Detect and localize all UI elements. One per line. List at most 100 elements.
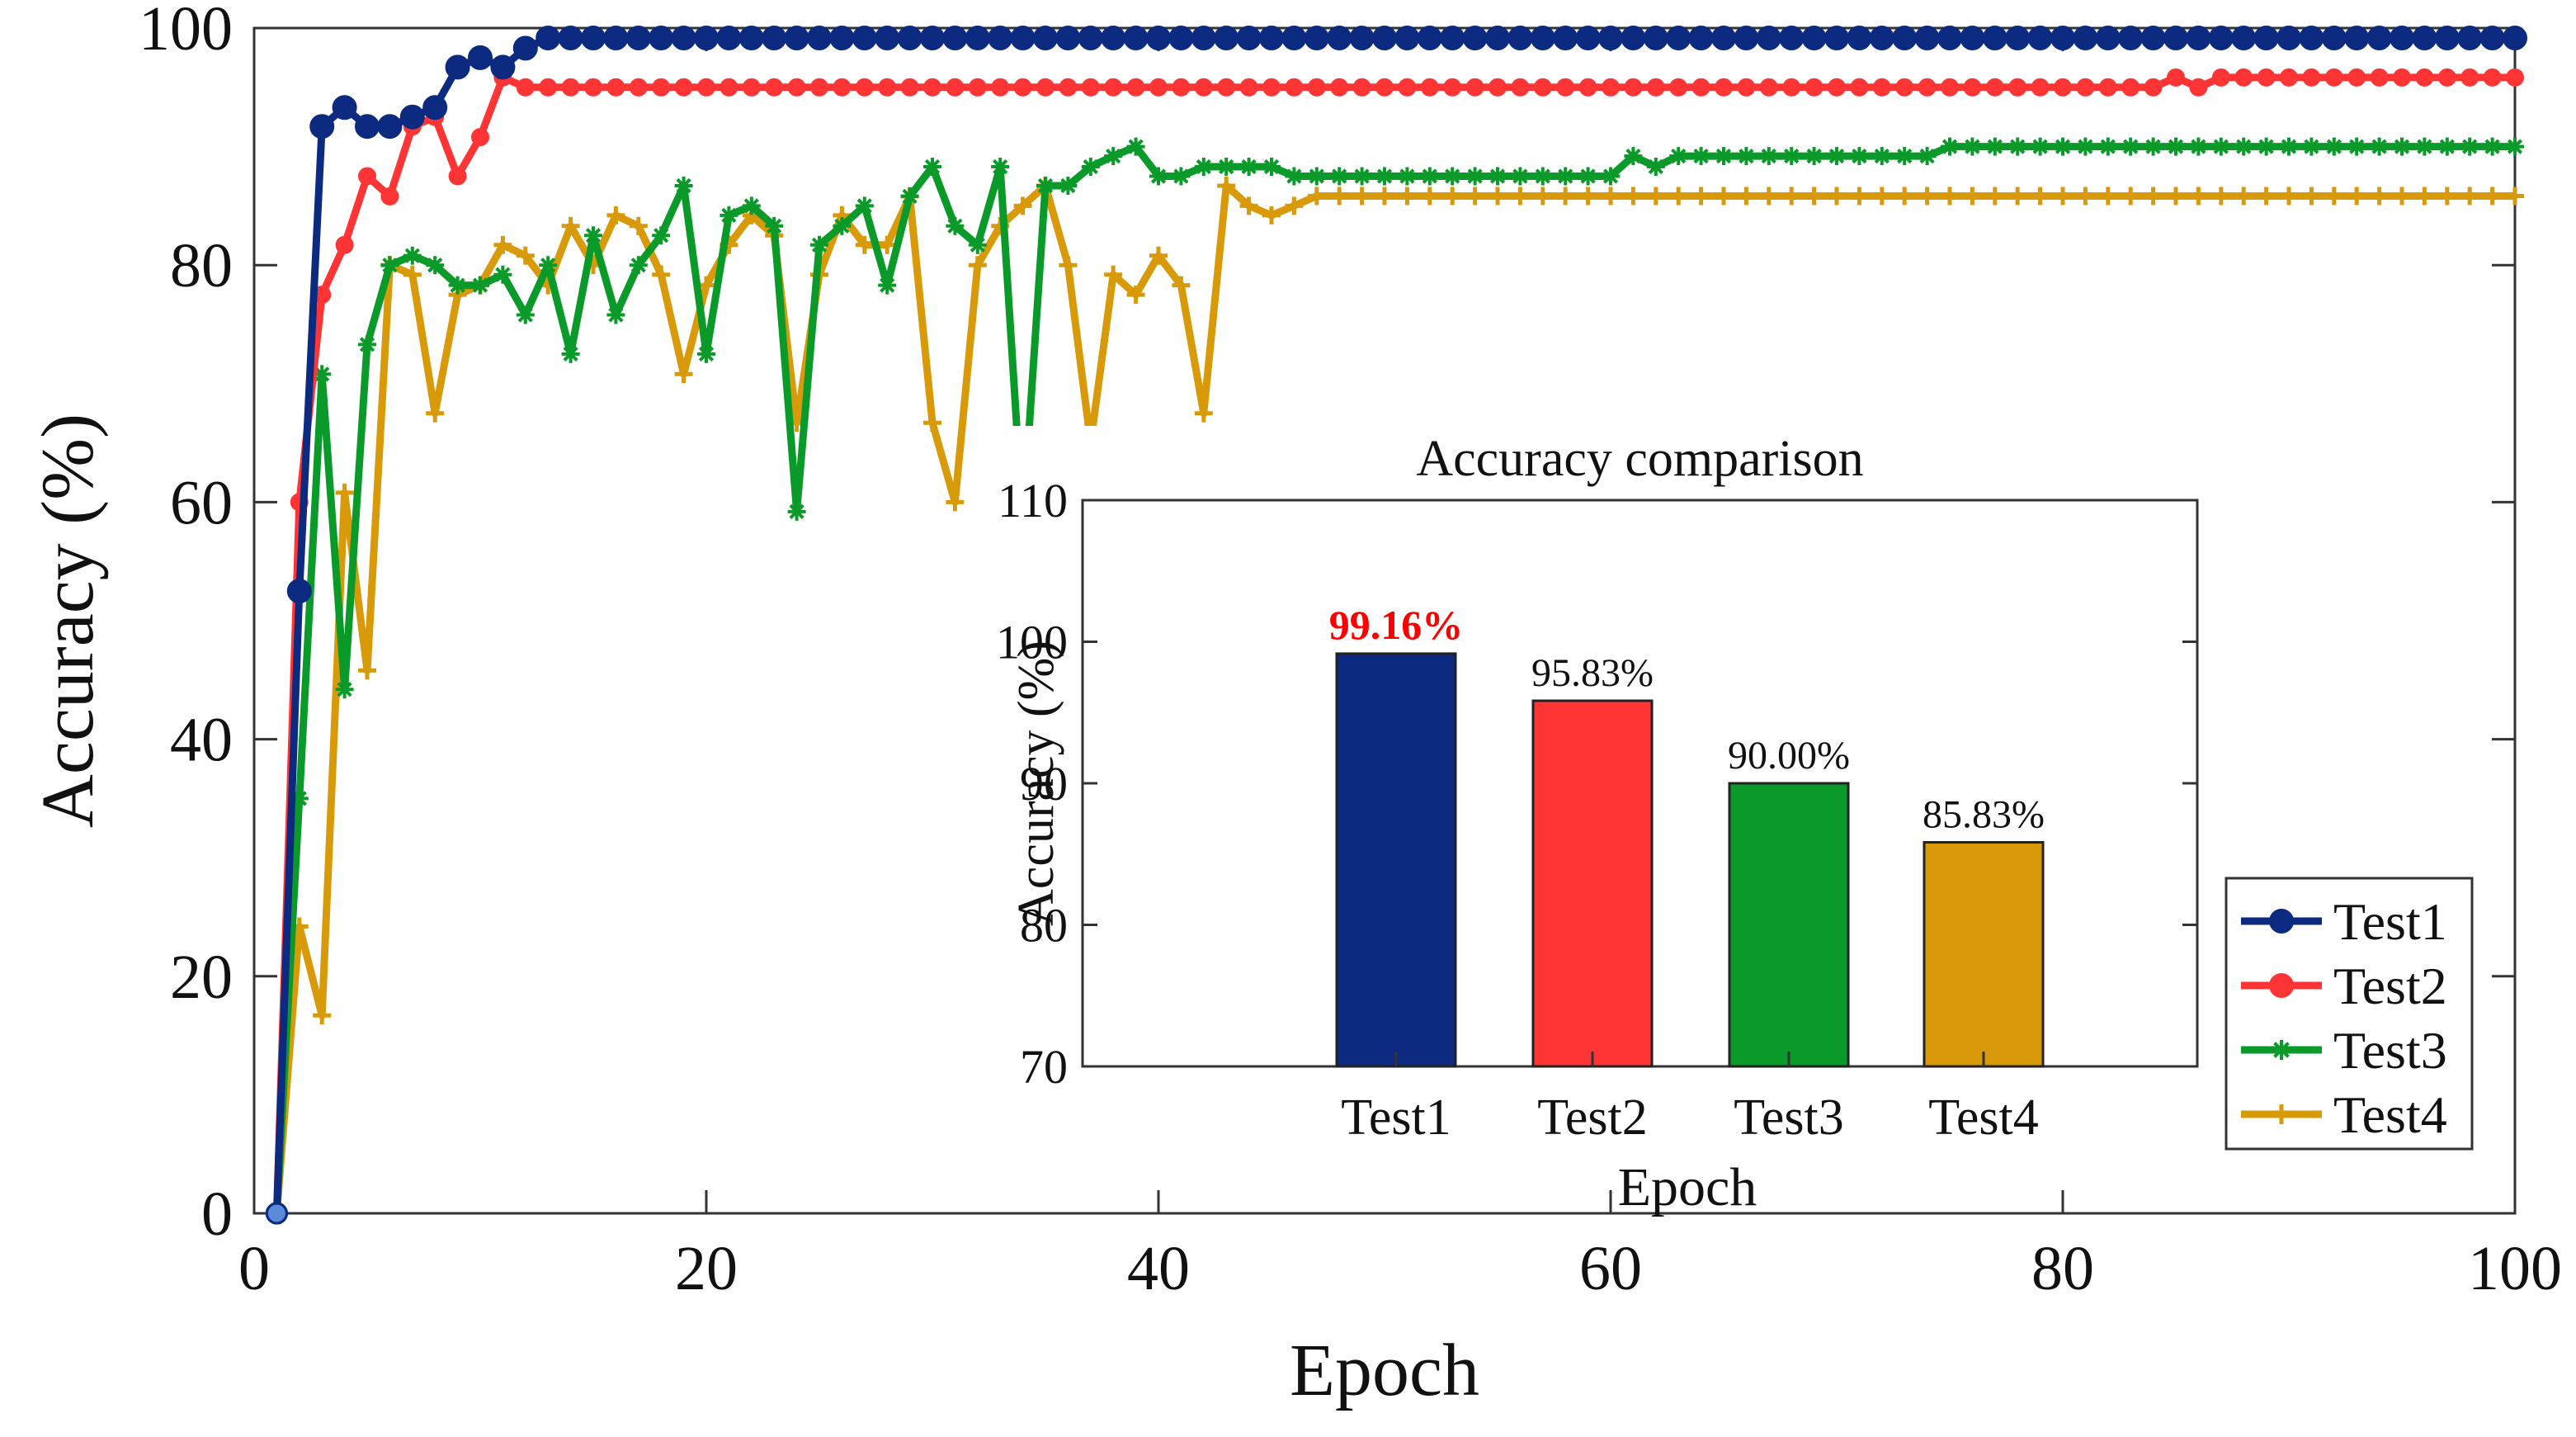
x-tick-label: 80 <box>2031 1234 2094 1303</box>
data-point-test2 <box>1036 78 1054 97</box>
data-point-test3 <box>2098 137 2117 156</box>
data-point-test3 <box>2370 137 2389 156</box>
data-point-test4 <box>1149 246 1168 265</box>
data-point-test4 <box>2280 187 2298 206</box>
data-point-test3 <box>493 265 512 284</box>
data-point-test3 <box>380 256 399 275</box>
data-point-test4 <box>2008 187 2027 206</box>
data-point-test2 <box>1963 78 1982 97</box>
data-point-test1 <box>942 26 968 51</box>
data-point-test4 <box>1850 187 1869 206</box>
data-point-test2 <box>787 78 806 97</box>
data-point-test2 <box>1805 78 1823 97</box>
data-point-test2 <box>471 128 489 147</box>
bar-test4 <box>1923 841 2045 1068</box>
data-point-test1 <box>2118 26 2144 51</box>
data-point-test1 <box>1146 26 1171 51</box>
data-point-test2 <box>1759 78 1778 97</box>
inset-y-tick-label: 90 <box>1020 757 1068 811</box>
data-point-test1 <box>558 26 583 51</box>
data-point-test2 <box>810 78 828 97</box>
data-point-test1 <box>1960 26 1985 51</box>
x-tick-label: 40 <box>1127 1234 1190 1303</box>
data-point-test1 <box>1349 26 1375 51</box>
data-point-test4 <box>2211 187 2230 206</box>
data-point-test1 <box>1078 26 1103 51</box>
data-point-test3 <box>2483 137 2502 156</box>
data-point-test1 <box>2299 26 2324 51</box>
data-point-test3 <box>1194 158 1213 177</box>
data-point-test1 <box>1734 26 1759 51</box>
data-point-test1 <box>2163 26 2188 51</box>
data-point-test2 <box>380 187 399 206</box>
data-point-test1 <box>738 26 764 51</box>
data-point-test3 <box>1578 167 1597 186</box>
data-point-test3 <box>1352 167 1371 186</box>
data-point-test1 <box>1507 26 1533 51</box>
legend-marker-test4 <box>2272 1104 2291 1124</box>
series-line-test2 <box>272 73 2515 1214</box>
data-point-test2 <box>1059 78 1078 97</box>
data-point-test4 <box>2324 187 2343 206</box>
data-point-test2 <box>1511 78 1530 97</box>
data-point-test3 <box>787 502 806 521</box>
data-point-test2 <box>1646 78 1665 97</box>
data-point-test3 <box>2393 137 2411 156</box>
data-point-test4 <box>2076 187 2095 206</box>
data-point-test3 <box>968 235 987 254</box>
data-point-test3 <box>1172 167 1191 186</box>
data-point-test2 <box>2098 78 2117 97</box>
data-point-test1 <box>1598 26 1623 51</box>
data-point-test2 <box>1194 78 1213 97</box>
data-point-test4 <box>968 256 987 275</box>
data-point-test3 <box>1759 147 1778 166</box>
data-point-test4 <box>1828 187 1846 206</box>
data-point-test4 <box>1782 187 1801 206</box>
data-point-test1 <box>1779 26 1805 51</box>
data-point-test4 <box>1352 187 1371 206</box>
data-point-test4 <box>1759 187 1778 206</box>
data-point-test3 <box>1149 167 1168 186</box>
data-point-test3 <box>697 344 715 363</box>
data-point-test2 <box>2054 78 2072 97</box>
data-point-test4 <box>1556 187 1575 206</box>
data-point-test4 <box>1715 187 1733 206</box>
data-point-test4 <box>1895 187 1914 206</box>
data-point-test2 <box>1602 78 1620 97</box>
data-point-test4 <box>1669 187 1688 206</box>
data-point-test4 <box>2144 187 2163 206</box>
data-point-test1 <box>1214 26 1239 51</box>
data-point-test4 <box>1013 196 1032 215</box>
data-point-test2 <box>2370 68 2389 87</box>
data-point-test3 <box>1036 176 1054 195</box>
series-line-test3 <box>272 143 2515 1214</box>
bar-value-label-test4: 85.83% <box>1923 793 2045 837</box>
data-point-test3 <box>471 276 489 295</box>
data-point-test3 <box>1646 158 1665 177</box>
inset-y-tick-label: 110 <box>998 474 1068 527</box>
data-point-test1 <box>1621 26 1646 51</box>
data-point-test3 <box>719 206 738 225</box>
data-point-test4 <box>2460 187 2479 206</box>
data-point-test2 <box>1330 78 1349 97</box>
data-point-test2 <box>2257 68 2276 87</box>
data-point-test2 <box>2506 68 2524 87</box>
data-point-test4 <box>1217 176 1236 195</box>
data-point-test3 <box>1737 147 1756 166</box>
data-point-test2 <box>765 78 784 97</box>
data-point-test3 <box>561 344 580 363</box>
data-point-test2 <box>1465 78 1484 97</box>
bar-test2 <box>1531 699 1654 1068</box>
data-point-test1 <box>1327 26 1352 51</box>
data-point-test3 <box>1398 167 1417 186</box>
data-point-test4 <box>2437 187 2456 206</box>
data-point-test2 <box>1239 78 1258 97</box>
inset-x-axis-label: Epoch <box>1618 1157 1757 1217</box>
data-point-test4 <box>855 235 874 254</box>
data-point-test2 <box>900 78 919 97</box>
data-point-test3 <box>2144 137 2163 156</box>
data-point-test3 <box>403 246 422 265</box>
data-point-test4 <box>2031 187 2050 206</box>
data-point-test3 <box>629 256 648 275</box>
data-point-test4 <box>1737 187 1756 206</box>
